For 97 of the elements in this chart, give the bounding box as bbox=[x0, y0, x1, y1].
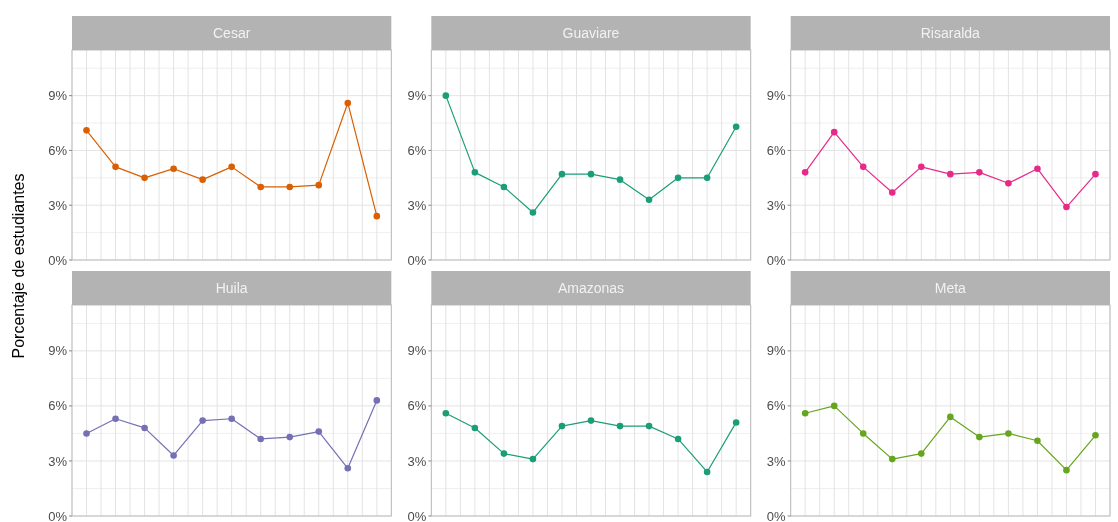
point bbox=[859, 430, 867, 437]
point bbox=[918, 450, 925, 457]
y-tick-label: 3% bbox=[48, 197, 68, 213]
point bbox=[801, 409, 809, 417]
point bbox=[616, 176, 624, 183]
y-tick-label: 9% bbox=[766, 88, 787, 104]
point bbox=[732, 419, 740, 426]
y-tick-label: 9% bbox=[407, 88, 427, 104]
point bbox=[703, 468, 711, 476]
point bbox=[859, 163, 867, 171]
point bbox=[141, 174, 148, 182]
y-tick-label: 6% bbox=[407, 398, 427, 414]
point bbox=[373, 397, 381, 404]
point bbox=[1005, 180, 1012, 187]
y-axis-title: Porcentaje de estudiantes bbox=[10, 173, 27, 359]
y-tick-label: 6% bbox=[407, 142, 427, 158]
point bbox=[257, 435, 264, 443]
y-tick-label: 6% bbox=[766, 142, 787, 158]
point bbox=[199, 417, 206, 424]
point bbox=[228, 163, 235, 171]
y-tick-label: 3% bbox=[407, 197, 427, 213]
y-tick-label: 0% bbox=[766, 252, 787, 268]
point bbox=[257, 183, 264, 191]
point bbox=[529, 455, 537, 463]
point bbox=[1063, 466, 1070, 474]
y-tick-label: 9% bbox=[48, 88, 68, 104]
y-tick-label: 6% bbox=[48, 142, 68, 158]
point bbox=[1005, 430, 1012, 437]
chart-title: Risaralda bbox=[920, 25, 981, 41]
point bbox=[83, 127, 90, 134]
point bbox=[344, 465, 352, 472]
point bbox=[947, 413, 954, 421]
point bbox=[674, 174, 682, 182]
point bbox=[976, 169, 983, 176]
point bbox=[170, 452, 177, 459]
chart-title: Amazonas bbox=[557, 280, 625, 296]
point bbox=[830, 402, 838, 410]
point bbox=[83, 430, 90, 437]
y-tick-label: 9% bbox=[407, 343, 427, 359]
y-tick-label: 0% bbox=[407, 508, 427, 522]
point bbox=[558, 422, 566, 430]
point bbox=[286, 183, 294, 191]
point bbox=[918, 163, 925, 171]
point bbox=[315, 428, 323, 435]
point bbox=[141, 424, 148, 432]
y-tick-label: 3% bbox=[48, 453, 68, 469]
point bbox=[500, 183, 508, 191]
point bbox=[500, 450, 508, 457]
y-tick-label: 0% bbox=[48, 252, 68, 268]
y-tick-label: 9% bbox=[766, 343, 787, 359]
point bbox=[1063, 203, 1070, 211]
point bbox=[442, 92, 450, 99]
point bbox=[471, 424, 479, 432]
point bbox=[947, 170, 954, 178]
point bbox=[888, 455, 896, 463]
point bbox=[674, 435, 682, 443]
y-tick-label: 9% bbox=[48, 343, 68, 359]
point bbox=[888, 189, 896, 196]
chart-title: Guaviare bbox=[562, 25, 620, 41]
point bbox=[442, 409, 450, 417]
point bbox=[587, 170, 595, 178]
point bbox=[830, 128, 838, 136]
point bbox=[976, 433, 983, 441]
point bbox=[471, 169, 479, 176]
point bbox=[616, 422, 624, 430]
point bbox=[170, 165, 177, 172]
point bbox=[228, 415, 235, 423]
y-tick-label: 0% bbox=[766, 508, 787, 522]
y-tick-label: 3% bbox=[766, 197, 787, 213]
point bbox=[1034, 437, 1041, 445]
point bbox=[373, 212, 381, 220]
point bbox=[199, 176, 206, 183]
point bbox=[344, 99, 352, 107]
chart-title: Meta bbox=[934, 280, 967, 296]
point bbox=[645, 422, 653, 430]
point bbox=[1092, 431, 1099, 439]
point bbox=[1034, 165, 1041, 172]
point bbox=[732, 123, 740, 130]
y-tick-label: 3% bbox=[407, 453, 427, 469]
y-tick-label: 3% bbox=[766, 453, 787, 469]
point bbox=[703, 174, 711, 182]
y-tick-label: 0% bbox=[48, 508, 68, 522]
point bbox=[112, 163, 119, 171]
y-tick-label: 6% bbox=[766, 398, 787, 414]
point bbox=[1092, 170, 1099, 178]
point bbox=[558, 170, 566, 178]
point bbox=[112, 415, 119, 423]
point bbox=[801, 169, 809, 176]
point bbox=[286, 433, 294, 441]
y-tick-label: 6% bbox=[48, 398, 68, 414]
chart-title: Huila bbox=[215, 280, 248, 296]
point bbox=[587, 417, 595, 424]
point bbox=[645, 196, 653, 204]
point bbox=[529, 209, 537, 216]
chart-title: Cesar bbox=[212, 25, 251, 41]
point bbox=[315, 181, 323, 189]
y-tick-label: 0% bbox=[407, 252, 427, 268]
